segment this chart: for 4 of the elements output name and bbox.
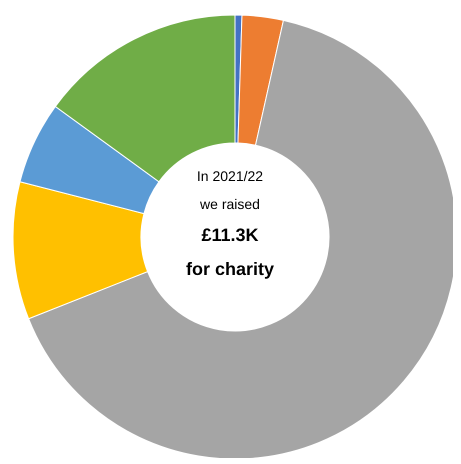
text: for charity: [184, 258, 276, 281]
text: we raised: [199, 195, 261, 214]
text: £11.3K: [200, 224, 260, 247]
text: In 2021/22: [196, 167, 264, 186]
